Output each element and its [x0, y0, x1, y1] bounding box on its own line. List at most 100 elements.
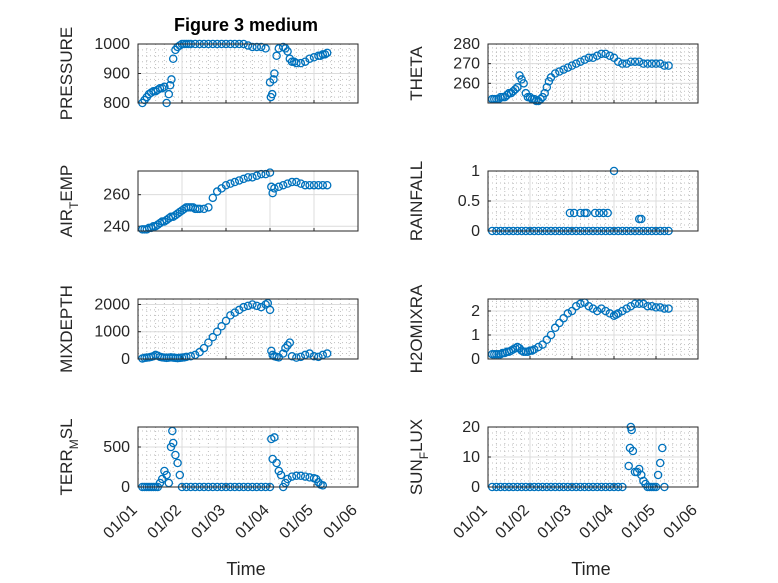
- data-point: [555, 67, 564, 76]
- data-point: [576, 208, 585, 218]
- data-point: [555, 318, 564, 328]
- y-tick-label: 2: [471, 303, 480, 320]
- data-point: [164, 214, 174, 223]
- data-point: [173, 458, 182, 468]
- data-point: [565, 208, 575, 218]
- data-point: [597, 49, 606, 59]
- data-point: [563, 63, 573, 72]
- data-point: [634, 299, 644, 309]
- data-point: [576, 57, 585, 66]
- data-point: [292, 353, 301, 362]
- data-point: [292, 58, 301, 68]
- data-point: [601, 306, 610, 316]
- data-point: [592, 306, 602, 316]
- data-point: [265, 305, 275, 315]
- data-point: [261, 44, 270, 53]
- data-point: [300, 472, 310, 481]
- x-tick-label: 01/02: [492, 502, 532, 542]
- data-point: [243, 41, 253, 50]
- data-point: [252, 171, 262, 180]
- data-point: [571, 59, 581, 68]
- subplot-pressure: 800 900 1000 PRESSURE: [57, 27, 359, 120]
- data-point: [171, 450, 180, 460]
- subplot-h2omixra: 0 1 2 H2OMIXRA: [407, 284, 699, 373]
- data-point: [546, 330, 556, 340]
- data-point: [630, 299, 640, 309]
- data-point: [576, 299, 585, 309]
- y-tick-label: 1: [471, 327, 480, 344]
- axes-outline: [487, 43, 699, 104]
- data-point: [305, 349, 314, 358]
- data-point: [186, 352, 196, 361]
- data-point: [628, 446, 638, 456]
- data-point: [168, 438, 178, 448]
- data-point: [540, 88, 549, 98]
- data-point: [270, 433, 279, 442]
- y-tick-label: 0: [471, 351, 480, 368]
- x-tick-label: 01/05: [618, 502, 658, 542]
- x-axis-label: Time: [226, 559, 265, 579]
- data-point: [267, 89, 277, 99]
- data-point: [234, 176, 244, 185]
- data-point: [278, 180, 288, 190]
- data-point: [221, 316, 231, 326]
- axes-outline: [137, 170, 359, 232]
- data-point: [256, 302, 266, 312]
- y-tick-label: 0: [121, 351, 130, 368]
- data-point: [212, 327, 222, 336]
- data-point: [252, 42, 262, 52]
- data-point: [513, 83, 522, 92]
- data-point: [630, 57, 640, 66]
- data-point: [639, 299, 648, 309]
- data-point: [226, 179, 235, 188]
- data-point: [168, 54, 178, 64]
- data-point: [239, 302, 248, 312]
- data-point: [582, 208, 591, 218]
- data-point: [626, 57, 636, 66]
- data-point: [167, 75, 176, 84]
- x-tick-label: 01/04: [576, 502, 616, 542]
- y-axis-label: SUNFLUX: [407, 419, 431, 495]
- data-point: [559, 65, 568, 74]
- data-point: [272, 51, 281, 61]
- data-point: [270, 69, 279, 78]
- x-tick-label: 01/02: [144, 502, 184, 542]
- data-point: [204, 338, 213, 347]
- y-tick-label: 260: [453, 75, 480, 92]
- data-point: [221, 180, 231, 190]
- data-point: [571, 301, 581, 311]
- data-point: [142, 225, 152, 234]
- data-point: [592, 51, 602, 61]
- data-point: [243, 173, 253, 182]
- y-tick-label: 260: [103, 187, 130, 204]
- axes-background: [487, 43, 699, 104]
- subplot-theta: 260 270 280 THETA: [407, 36, 699, 106]
- data-point: [534, 342, 543, 352]
- data-point: [230, 308, 240, 317]
- data-point: [318, 481, 328, 490]
- x-tick-label: 01/01: [450, 502, 490, 542]
- data-point: [590, 208, 600, 218]
- data-point: [309, 180, 319, 190]
- data-point: [182, 352, 191, 362]
- data-point: [550, 323, 560, 333]
- data-point: [287, 177, 297, 187]
- data-point: [285, 338, 295, 347]
- data-point: [292, 177, 301, 187]
- data-point: [601, 49, 610, 59]
- data-point: [175, 470, 185, 480]
- y-axis-label: THETA: [407, 46, 426, 101]
- data-point: [622, 304, 631, 313]
- data-point: [283, 474, 292, 484]
- y-tick-label: 240: [103, 218, 130, 235]
- y-axis-label: H2OMIXRA: [407, 284, 426, 373]
- data-point: [283, 179, 292, 188]
- y-axis-label: MIXDEPTH: [57, 285, 76, 373]
- data-point: [265, 168, 275, 177]
- data-point: [217, 322, 226, 331]
- x-tick-label: 01/01: [100, 502, 140, 542]
- data-point: [538, 340, 547, 349]
- x-tick-label: 01/04: [232, 502, 272, 542]
- y-tick-label: 0: [471, 223, 480, 240]
- data-point: [588, 304, 598, 313]
